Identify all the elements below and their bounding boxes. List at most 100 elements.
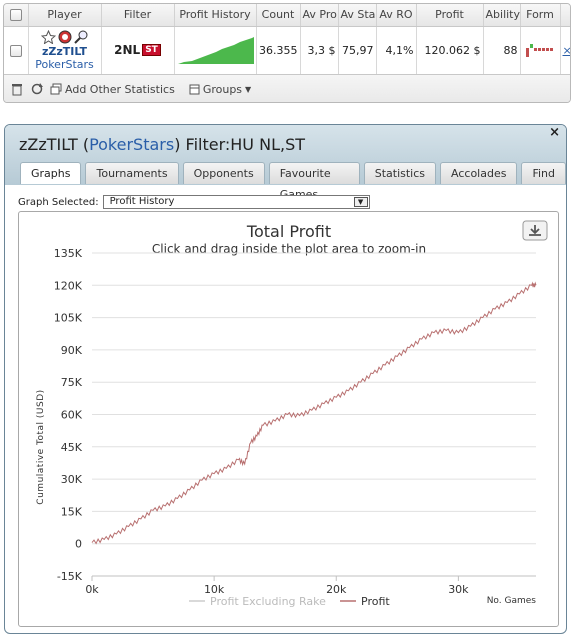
groups-icon [189,84,200,94]
select-all-checkbox[interactable] [9,9,22,22]
close-icon[interactable]: × [549,125,560,140]
column-header-av-pro[interactable]: Av Pro [300,4,339,27]
player-stats-panel: Player Filter Profit History Count Av Pr… [3,3,571,103]
y-tick-label: 75K [61,376,83,389]
delete-icon[interactable] [10,82,24,96]
graph-selected-label: Graph Selected: [18,196,99,208]
column-header-form[interactable]: Form [520,4,561,27]
profit-chart[interactable]: Total Profit Click and drag inside the p… [19,212,560,628]
legend-item-profit[interactable]: Profit [361,595,390,608]
column-header-player[interactable]: Player [28,4,102,27]
chevron-down-icon: ▼ [245,84,252,94]
tab-tournaments[interactable]: Tournaments [85,162,179,184]
y-tick-label: 60K [61,409,83,422]
y-axis-label: Cumulative Total (USD) [36,389,46,504]
y-tick-label: 30K [61,473,83,486]
tab-find[interactable]: Find [521,162,566,184]
column-header-filter[interactable]: Filter [101,4,175,27]
form-cell [520,26,561,75]
chart-subtitle: Click and drag inside the plot area to z… [152,242,426,256]
window-title: zZzTILT (PokerStars) Filter:HU NL,ST [19,135,305,154]
player-site: PokerStars [35,57,94,71]
groups-dropdown[interactable]: Groups ▼ [189,83,251,96]
column-header-count[interactable]: Count [256,4,301,27]
chart-container[interactable]: Total Profit Click and drag inside the p… [18,211,559,627]
tab-opponents[interactable]: Opponents [182,162,265,184]
window-header: zZzTILT (PokerStars) Filter:HU NL,ST × G… [5,125,566,201]
graph-select-dropdown[interactable]: Profit History ▼ [102,195,370,209]
av-pro-cell: 3,3 $ [300,26,339,75]
player-name-link[interactable]: zZzTILT [41,44,88,58]
x-tick-label: 20k [326,583,347,596]
favourite-star-icon[interactable] [40,29,56,44]
add-other-statistics-label: Add Other Statistics [65,82,175,96]
export-button[interactable] [522,220,548,241]
column-header-profit-history[interactable]: Profit History [174,4,257,27]
form-bars [525,43,553,57]
filter-badge: 2NL ST [114,43,161,57]
y-tick-label: 15K [61,505,83,518]
profit-series-line [91,281,537,545]
y-tick-label: 105K [54,312,83,325]
title-filter: ) Filter:HU NL,ST [174,135,305,154]
tab-accolades[interactable]: Accolades [440,162,518,184]
y-tick-label: -15K [57,570,83,583]
table-header-row: Player Filter Profit History Count Av Pr… [4,4,570,27]
search-player-icon[interactable] [73,30,89,44]
refresh-icon[interactable] [30,82,44,96]
x-tick-label: 10k [204,583,225,596]
filter-cell[interactable]: 2NL ST [101,26,175,75]
stats-table: Player Filter Profit History Count Av Pr… [4,4,570,75]
player-icons [31,29,99,44]
count-cell: 36.355 [256,26,301,75]
profit-cell: 120.062 $ [416,26,484,75]
row-select-cell[interactable] [4,26,29,75]
av-roi-cell: 4,1% [376,26,417,75]
y-tick-label: 135K [54,247,83,260]
y-axis: -15K 0 15K 30K 45K 60K 75K 90K 105K 120K 135K [54,247,536,583]
grid-toolbar: Add Other Statistics Groups ▼ [4,75,570,102]
tab-statistics[interactable]: Statistics [363,162,437,184]
y-tick-label: 120K [54,279,83,292]
column-header-av-roi[interactable]: Av RO [376,4,417,27]
title-site-link[interactable]: PokerStars [89,135,175,154]
poker-chips-icon[interactable] [58,30,72,44]
filter-st-tag: ST [142,44,161,56]
download-icon [529,225,541,236]
graph-selected-value: Profit History [109,196,175,207]
column-header-profit[interactable]: Profit [416,4,484,27]
filter-stakes: 2NL [114,43,141,57]
tab-graphs[interactable]: Graphs [20,162,82,184]
table-row[interactable]: zZzTILT PokerStars 2NL ST 36.355 3,3 $ 7… [4,26,570,75]
column-header-ability[interactable]: Ability [483,4,521,27]
graph-selector: Graph Selected: Profit History ▼ [18,195,370,209]
x-tick-label: 0k [85,583,99,596]
column-header-av-sta[interactable]: Av Sta [338,4,377,27]
player-window: zZzTILT (PokerStars) Filter:HU NL,ST × G… [4,124,567,634]
av-sta-cell: 75,97 [338,26,377,75]
extra-cell[interactable]: × [560,26,570,75]
groups-label: Groups [202,82,243,96]
ability-cell: 88 [483,26,521,75]
chart-title: Total Profit [246,222,331,241]
title-player: zZzTILT ( [19,135,90,154]
x-axis-label: No. Games [487,596,537,606]
y-tick-label: 45K [61,441,83,454]
row-checkbox[interactable] [9,44,22,57]
x-tick-label: 30k [448,583,469,596]
x-axis: 0k 10k 20k 30k [85,575,536,596]
tab-favourite-games[interactable]: Favourite Games [268,162,360,201]
add-other-statistics-button[interactable]: Add Other Statistics [50,83,175,96]
legend-item-profit-excluding-rake[interactable]: Profit Excluding Rake [210,595,326,608]
y-tick-label: 90K [61,344,83,357]
y-tick-label: 0 [75,538,82,551]
profit-history-cell[interactable] [174,26,257,75]
profit-sparkline [177,36,254,64]
add-window-icon [50,83,62,95]
chevron-down-icon[interactable]: ▼ [353,197,368,207]
window-tabs: Graphs Tournaments Opponents Favourite G… [20,162,566,201]
player-cell[interactable]: zZzTILT PokerStars [28,26,102,75]
chart-legend: Profit Excluding Rake Profit [189,595,390,608]
select-all-header[interactable] [4,4,29,27]
column-header-extra [560,4,570,27]
